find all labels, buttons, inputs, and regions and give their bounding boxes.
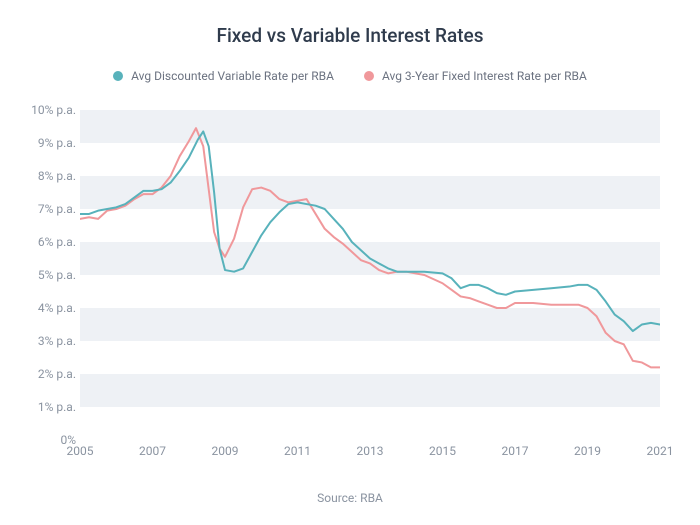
plot-area	[80, 110, 660, 440]
x-tick-label: 2009	[212, 444, 239, 458]
legend-label-variable: Avg Discounted Variable Rate per RBA	[131, 69, 334, 83]
y-tick-label: 7% p.a.	[38, 202, 76, 216]
legend-item-variable: Avg Discounted Variable Rate per RBA	[113, 69, 334, 83]
x-tick-label: 2015	[429, 444, 456, 458]
legend-swatch-variable	[113, 71, 123, 81]
x-tick-label: 2021	[647, 444, 674, 458]
source-label: Source: RBA	[0, 491, 700, 505]
y-tick-label: 10% p.a.	[31, 103, 76, 117]
legend: Avg Discounted Variable Rate per RBA Avg…	[0, 69, 700, 83]
y-tick-label: 1% p.a.	[38, 400, 76, 414]
y-tick-label: 3% p.a.	[38, 334, 76, 348]
x-tick-label: 2007	[139, 444, 166, 458]
chart-container: Fixed vs Variable Interest Rates Avg Dis…	[0, 0, 700, 525]
x-tick-label: 2017	[502, 444, 529, 458]
chart-svg	[80, 110, 660, 440]
legend-label-fixed: Avg 3-Year Fixed Interest Rate per RBA	[382, 69, 587, 83]
y-tick-label: 5% p.a.	[38, 268, 76, 282]
y-tick-label: 9% p.a.	[38, 136, 76, 150]
x-tick-label: 2011	[284, 444, 311, 458]
y-tick-label: 4% p.a.	[38, 301, 76, 315]
y-tick-label: 8% p.a.	[38, 169, 76, 183]
y-tick-label: 2% p.a.	[38, 367, 76, 381]
legend-item-fixed: Avg 3-Year Fixed Interest Rate per RBA	[364, 69, 587, 83]
x-tick-label: 2019	[574, 444, 601, 458]
y-tick-label: 6% p.a.	[38, 235, 76, 249]
legend-swatch-fixed	[364, 71, 374, 81]
x-tick-label: 2005	[67, 444, 94, 458]
x-tick-label: 2013	[357, 444, 384, 458]
chart-title: Fixed vs Variable Interest Rates	[0, 0, 700, 47]
